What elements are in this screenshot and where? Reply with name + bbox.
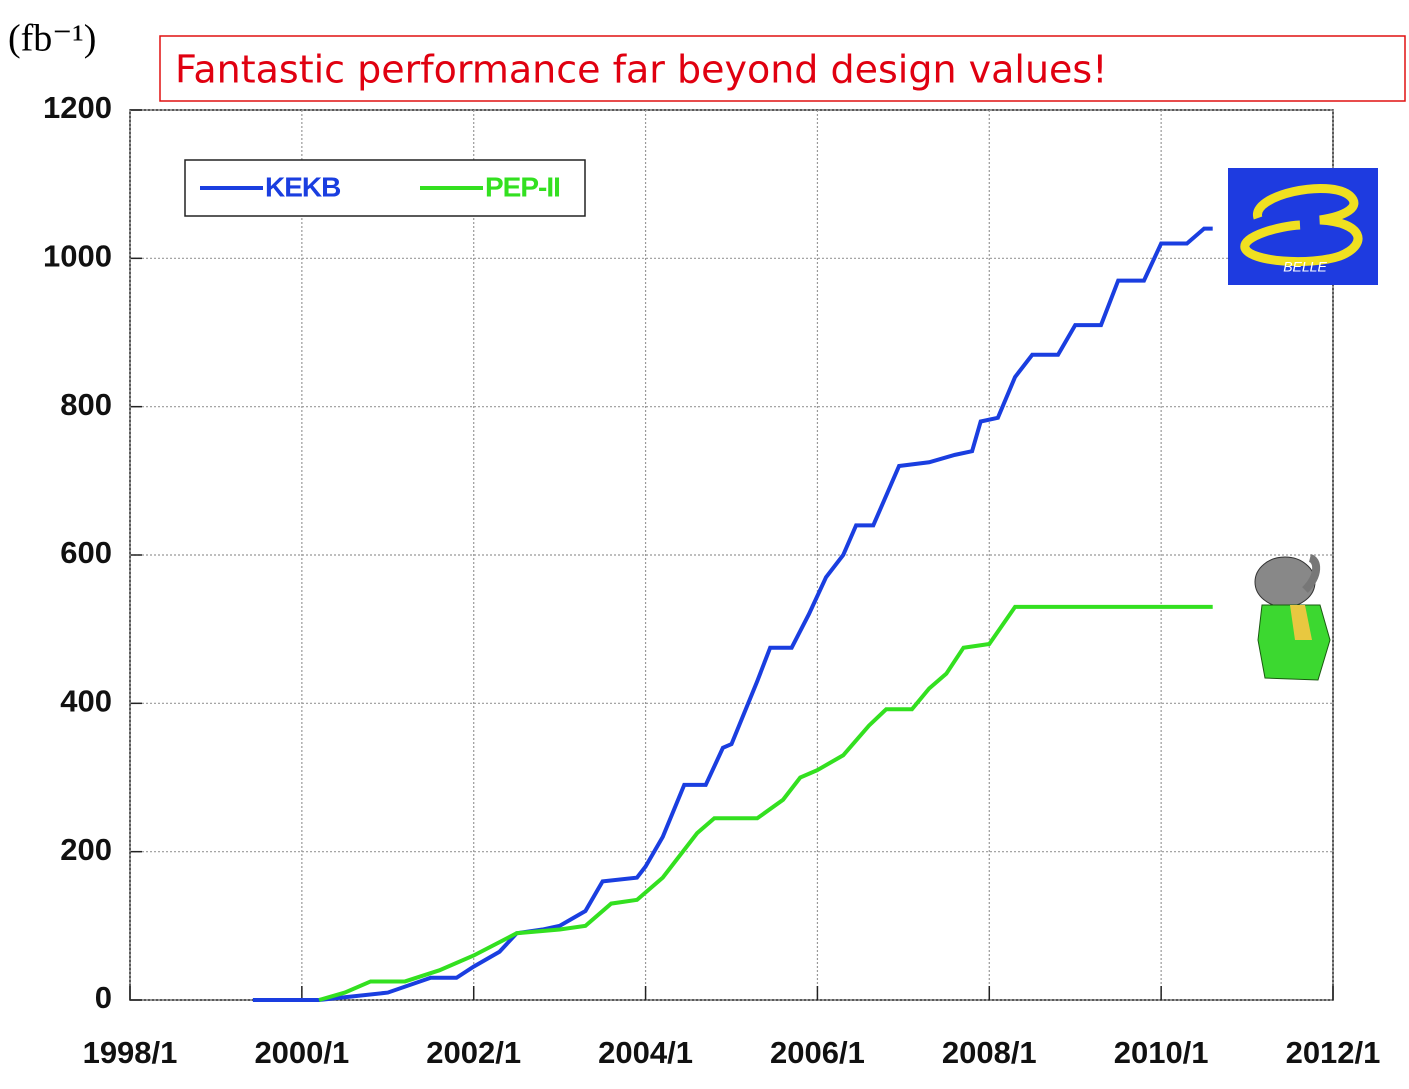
x-tick-label: 2002/1	[426, 1035, 521, 1070]
y-tick-label: 400	[60, 684, 112, 719]
y-tick-label: 1000	[43, 239, 112, 274]
legend-entries: KEKB PEP-II	[200, 171, 561, 202]
y-axis-label: (fb⁻¹)	[8, 18, 96, 60]
x-tick-label: 2000/1	[254, 1035, 349, 1070]
y-tick-label: 1200	[43, 90, 112, 125]
series-line	[252, 226, 1213, 1002]
y-tick-label: 0	[95, 980, 112, 1015]
y-tick-label: 200	[60, 832, 112, 867]
legend-label: KEKB	[265, 171, 340, 202]
x-tick-label: 2008/1	[942, 1035, 1037, 1070]
legend-label: PEP-II	[485, 171, 560, 202]
lines	[252, 226, 1213, 1002]
elephant-head	[1254, 556, 1316, 608]
annotation-box	[159, 35, 1406, 102]
elephant-trunk	[1302, 554, 1321, 593]
x-tick-label: 2010/1	[1114, 1035, 1209, 1070]
annotation: Fantastic performance far beyond design …	[175, 48, 1107, 92]
x-tick-label: 2006/1	[770, 1035, 865, 1070]
elephant-vest	[1290, 605, 1312, 640]
logo-b	[1240, 184, 1363, 267]
elephant-suit	[1257, 604, 1331, 681]
x-tick-label: 1998/1	[83, 1035, 178, 1070]
x-tick-label: 2004/1	[598, 1035, 693, 1070]
belle-logo: BELLE	[1228, 168, 1378, 285]
x-tick-label: 2012/1	[1286, 1035, 1381, 1070]
logo-text: BELLE	[1283, 259, 1327, 275]
babar-logo	[1254, 554, 1331, 681]
grid	[129, 109, 1334, 1001]
series-line	[318, 604, 1213, 1002]
y-tick-label: 800	[60, 387, 112, 422]
y-tick-label: 600	[60, 535, 112, 570]
